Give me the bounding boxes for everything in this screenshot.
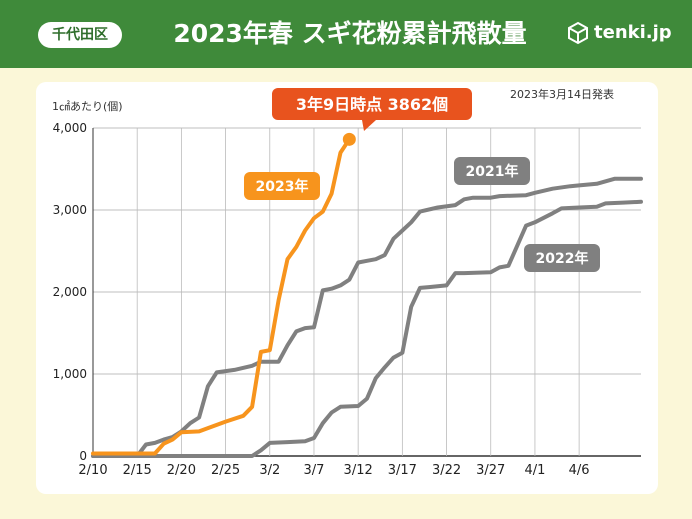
series-line	[91, 137, 352, 456]
series-label-layer: 2023年 2021年 2022年	[244, 157, 600, 272]
tick-layer: 0 1,000 2,000 3,000 4,000 2/10 2/15 2/20 2/25 3/2…	[53, 121, 590, 478]
callout-text: 3年9日時点 3862個	[296, 95, 448, 114]
series-label-box	[524, 244, 600, 272]
series-label: 2022年	[536, 250, 589, 267]
x-tick-label: 2/20	[167, 463, 196, 478]
header-bar: 千代田区 2023年春 スギ花粉累計飛散量 tenki.jp	[0, 0, 692, 68]
x-tick-label: 3/12	[344, 463, 373, 478]
callout-layer: 3年9日時点 3862個	[272, 88, 472, 146]
x-tick-label: 4/1	[524, 463, 545, 478]
series-label: 2021年	[466, 163, 519, 180]
y-axis-unit-label: 1㎠あたり(個)	[52, 100, 123, 113]
callout-pointer	[362, 120, 376, 131]
y-tick-label: 2,000	[53, 285, 87, 299]
chart-card	[36, 82, 658, 494]
grid-layer	[92, 127, 641, 457]
y-tick-label: 3,000	[53, 203, 87, 217]
y-tick-label: 4,000	[53, 121, 87, 135]
region-badge: 千代田区	[38, 22, 122, 48]
x-tick-label: 4/6	[569, 463, 590, 478]
series-line	[91, 199, 643, 458]
series-layer	[91, 137, 643, 458]
cube-icon	[568, 21, 588, 45]
x-tick-label: 2/25	[211, 463, 240, 478]
page-title: 2023年春 スギ花粉累計飛散量	[173, 19, 527, 48]
x-tick-label: 3/17	[388, 463, 417, 478]
x-tick-label: 3/22	[432, 463, 461, 478]
x-tick-label: 3/7	[304, 463, 325, 478]
y-tick-label: 0	[79, 449, 87, 463]
x-tick-label: 2/15	[123, 463, 152, 478]
series-label: 2023年	[256, 178, 309, 195]
series-label-box	[454, 157, 530, 185]
callout-box	[272, 88, 472, 120]
x-tick-label: 3/2	[259, 463, 280, 478]
series-line	[91, 176, 643, 458]
x-tick-label: 2/10	[78, 463, 107, 478]
x-tick-label: 3/27	[476, 463, 505, 478]
published-date: 2023年3月14日発表	[510, 88, 614, 101]
y-tick-label: 1,000	[53, 367, 87, 381]
series-label-box	[244, 172, 320, 200]
brand-name: tenki.jp	[594, 22, 672, 43]
series-endpoint-dot	[342, 132, 356, 146]
